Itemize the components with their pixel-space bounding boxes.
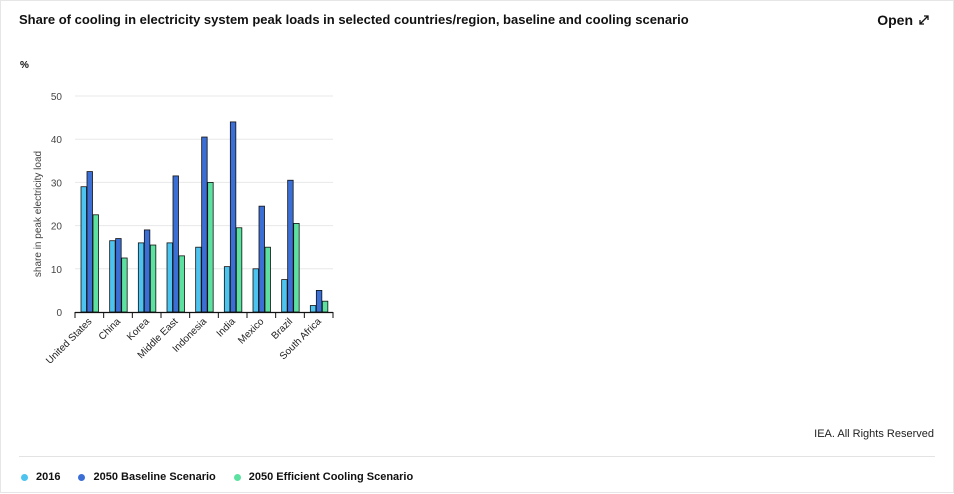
y-tick-label: 30 bbox=[51, 178, 63, 189]
x-tick-label: United States bbox=[44, 316, 94, 366]
bar-2050-baseline-scenario-brazil[interactable] bbox=[287, 179, 294, 313]
x-tick-label: Brazil bbox=[270, 316, 295, 341]
y-tick-label: 20 bbox=[51, 222, 63, 233]
bar-2050-baseline-scenario-south-africa[interactable] bbox=[315, 289, 323, 313]
bar-2050-efficient-cooling-scenario-brazil[interactable] bbox=[293, 223, 300, 313]
bar-2016-united-states[interactable] bbox=[80, 186, 87, 313]
x-tick-label: Mexico bbox=[236, 316, 266, 346]
bar-2050-baseline-scenario-mexico[interactable] bbox=[258, 205, 265, 313]
bar-2050-efficient-cooling-scenario-korea[interactable] bbox=[149, 244, 157, 313]
legend-item[interactable]: 2050 Efficient Cooling Scenario bbox=[233, 471, 414, 483]
bar-2016-middle-east[interactable] bbox=[166, 242, 173, 313]
open-label: Open bbox=[877, 12, 913, 28]
y-tick-label: 10 bbox=[51, 265, 63, 276]
bar-2016-korea[interactable] bbox=[137, 242, 145, 313]
x-tick-label: Korea bbox=[125, 316, 152, 343]
bar-2016-south-africa[interactable] bbox=[309, 305, 317, 313]
x-tick-label: India bbox=[215, 316, 238, 339]
bar-2050-efficient-cooling-scenario-south-africa[interactable] bbox=[321, 300, 329, 313]
legend-dot-icon bbox=[21, 473, 28, 481]
bar-2050-baseline-scenario-korea[interactable] bbox=[143, 229, 151, 313]
rights-notice: IEA. All Rights Reserved bbox=[814, 428, 934, 440]
expand-icon bbox=[919, 15, 929, 25]
bar-2050-baseline-scenario-india[interactable] bbox=[229, 121, 237, 313]
legend-divider bbox=[19, 456, 935, 457]
legend-item[interactable]: 2050 Baseline Scenario bbox=[78, 471, 216, 483]
bar-2050-efficient-cooling-scenario-united-states[interactable] bbox=[92, 214, 99, 313]
y-tick-label: 50 bbox=[51, 92, 63, 103]
legend-item[interactable]: 2016 bbox=[21, 471, 60, 483]
bar-2016-indonesia[interactable] bbox=[195, 246, 202, 313]
bar-2050-baseline-scenario-united-states[interactable] bbox=[86, 171, 93, 313]
y-axis-title: share in peak electricity load bbox=[33, 151, 44, 277]
bar-2050-baseline-scenario-indonesia[interactable] bbox=[201, 136, 208, 313]
y-tick-label: 0 bbox=[56, 308, 62, 319]
unit-label: % bbox=[20, 60, 29, 71]
legend-dot-icon bbox=[78, 473, 86, 481]
bar-2050-efficient-cooling-scenario-middle-east[interactable] bbox=[178, 255, 185, 313]
legend-dot-icon bbox=[233, 473, 241, 481]
bar-2016-brazil[interactable] bbox=[281, 279, 288, 313]
chart-title: Share of cooling in electricity system p… bbox=[19, 12, 689, 27]
legend: 2016 2050 Baseline Scenario 2050 Efficient… bbox=[21, 471, 413, 483]
bar-2016-mexico[interactable] bbox=[252, 268, 259, 313]
x-tick-label: China bbox=[97, 316, 124, 343]
legend-label: 2016 bbox=[36, 471, 61, 483]
bar-2016-china[interactable] bbox=[109, 240, 116, 313]
bar-2050-efficient-cooling-scenario-indonesia[interactable] bbox=[207, 181, 214, 313]
open-button[interactable]: Open bbox=[877, 12, 929, 28]
legend-label: 2050 Baseline Scenario bbox=[93, 471, 216, 483]
bar-2016-india[interactable] bbox=[223, 266, 231, 313]
bar-2050-baseline-scenario-middle-east[interactable] bbox=[172, 175, 179, 313]
bar-2050-efficient-cooling-scenario-india[interactable] bbox=[235, 227, 243, 313]
legend-label: 2050 Efficient Cooling Scenario bbox=[248, 471, 414, 483]
y-tick-label: 40 bbox=[51, 135, 63, 146]
bar-2050-baseline-scenario-china[interactable] bbox=[115, 238, 122, 313]
bar-2050-efficient-cooling-scenario-mexico[interactable] bbox=[264, 246, 271, 313]
bar-2050-efficient-cooling-scenario-china[interactable] bbox=[121, 257, 128, 313]
